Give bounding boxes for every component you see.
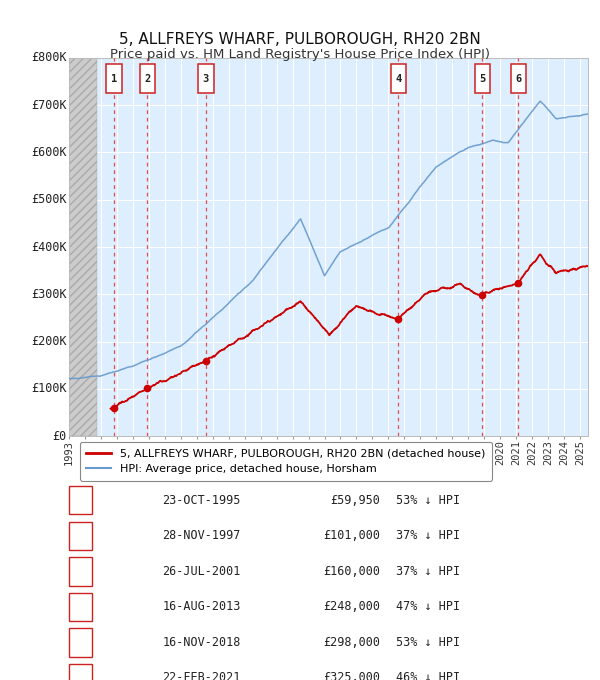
- Text: 26-JUL-2001: 26-JUL-2001: [163, 565, 241, 578]
- Text: 5, ALLFREYS WHARF, PULBOROUGH, RH20 2BN: 5, ALLFREYS WHARF, PULBOROUGH, RH20 2BN: [119, 32, 481, 47]
- Text: 4: 4: [395, 73, 401, 84]
- Text: 46% ↓ HPI: 46% ↓ HPI: [396, 671, 460, 680]
- FancyBboxPatch shape: [106, 65, 122, 92]
- Text: £300K: £300K: [31, 288, 67, 301]
- Text: £200K: £200K: [31, 335, 67, 348]
- FancyBboxPatch shape: [475, 65, 490, 92]
- Text: £600K: £600K: [31, 146, 67, 159]
- Text: 5: 5: [77, 636, 84, 649]
- Text: 16-AUG-2013: 16-AUG-2013: [163, 600, 241, 613]
- Text: 28-NOV-1997: 28-NOV-1997: [163, 529, 241, 542]
- FancyBboxPatch shape: [391, 65, 406, 92]
- Text: 4: 4: [77, 600, 84, 613]
- Text: 3: 3: [77, 565, 84, 578]
- Text: 1: 1: [111, 73, 117, 84]
- Text: 2: 2: [77, 529, 84, 542]
- Text: 16-NOV-2018: 16-NOV-2018: [163, 636, 241, 649]
- Legend: 5, ALLFREYS WHARF, PULBOROUGH, RH20 2BN (detached house), HPI: Average price, de: 5, ALLFREYS WHARF, PULBOROUGH, RH20 2BN …: [80, 442, 492, 481]
- FancyBboxPatch shape: [511, 65, 526, 92]
- FancyBboxPatch shape: [69, 522, 92, 550]
- Text: £101,000: £101,000: [323, 529, 380, 542]
- Text: 53% ↓ HPI: 53% ↓ HPI: [396, 494, 460, 507]
- Text: 22-FEB-2021: 22-FEB-2021: [163, 671, 241, 680]
- Text: 37% ↓ HPI: 37% ↓ HPI: [396, 565, 460, 578]
- Text: £0: £0: [52, 430, 67, 443]
- Text: £298,000: £298,000: [323, 636, 380, 649]
- Text: 1: 1: [77, 494, 84, 507]
- Text: £160,000: £160,000: [323, 565, 380, 578]
- FancyBboxPatch shape: [69, 486, 92, 515]
- Text: 47% ↓ HPI: 47% ↓ HPI: [396, 600, 460, 613]
- Bar: [69, 58, 97, 437]
- Text: £400K: £400K: [31, 241, 67, 254]
- Text: £800K: £800K: [31, 51, 67, 65]
- FancyBboxPatch shape: [198, 65, 214, 92]
- Text: 37% ↓ HPI: 37% ↓ HPI: [396, 529, 460, 542]
- Text: £700K: £700K: [31, 99, 67, 112]
- FancyBboxPatch shape: [69, 628, 92, 657]
- FancyBboxPatch shape: [69, 593, 92, 621]
- Text: £59,950: £59,950: [331, 494, 380, 507]
- Text: £248,000: £248,000: [323, 600, 380, 613]
- Text: 23-OCT-1995: 23-OCT-1995: [163, 494, 241, 507]
- Text: £325,000: £325,000: [323, 671, 380, 680]
- Text: £100K: £100K: [31, 382, 67, 396]
- Text: 53% ↓ HPI: 53% ↓ HPI: [396, 636, 460, 649]
- Text: 6: 6: [77, 671, 84, 680]
- FancyBboxPatch shape: [69, 664, 92, 680]
- Text: 6: 6: [515, 73, 521, 84]
- Text: 3: 3: [203, 73, 209, 84]
- Text: 5: 5: [479, 73, 485, 84]
- FancyBboxPatch shape: [69, 557, 92, 585]
- FancyBboxPatch shape: [140, 65, 155, 92]
- Text: 2: 2: [144, 73, 151, 84]
- Text: Price paid vs. HM Land Registry's House Price Index (HPI): Price paid vs. HM Land Registry's House …: [110, 48, 490, 61]
- Text: £500K: £500K: [31, 193, 67, 206]
